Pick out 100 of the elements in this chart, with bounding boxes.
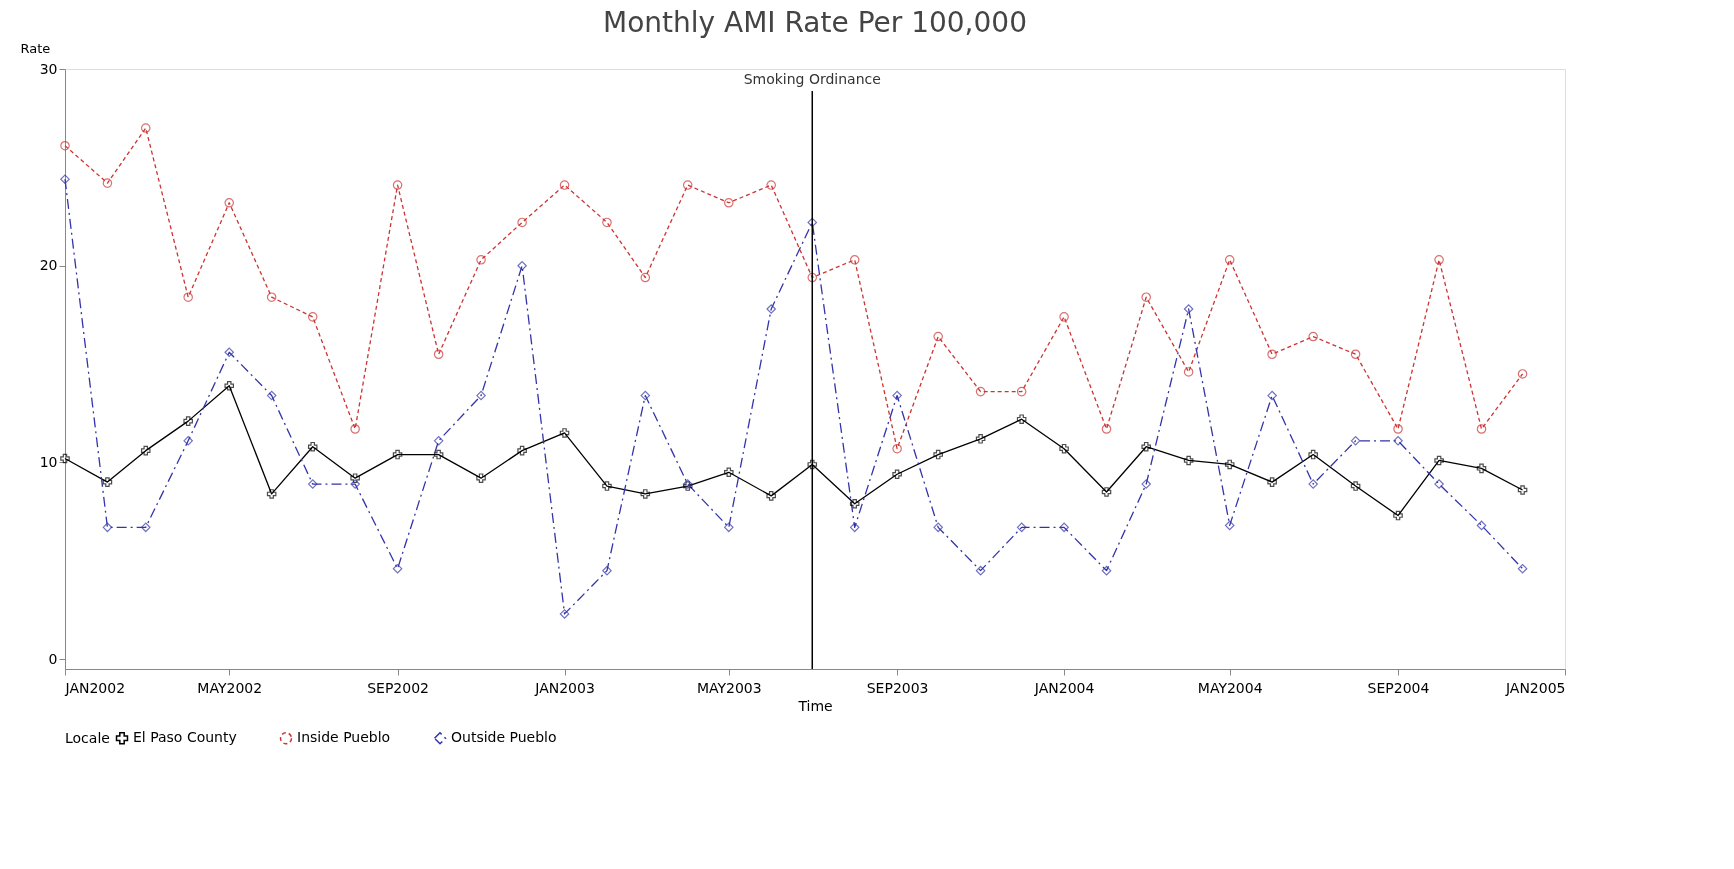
point: [433, 449, 444, 460]
point: [266, 390, 277, 401]
point: [1434, 479, 1444, 489]
point: [1308, 479, 1318, 489]
x-tick-label: MAY2003: [696, 679, 762, 696]
point: [224, 198, 235, 208]
x-tick-label: SEP2002: [367, 679, 429, 696]
point: [102, 178, 113, 188]
point: [1224, 459, 1235, 470]
point: [975, 565, 986, 576]
legend-label: El Paso County: [133, 729, 237, 746]
point: [559, 180, 570, 190]
x-axis-title: Time: [797, 697, 833, 714]
point: [1059, 522, 1069, 533]
point: [224, 380, 235, 391]
point: [723, 522, 734, 533]
point: [392, 180, 403, 190]
y-axis-title: Rate: [20, 40, 51, 56]
point: [1308, 331, 1318, 342]
point: [933, 449, 943, 460]
point: [60, 174, 70, 184]
point: [559, 428, 570, 438]
point: [102, 522, 113, 533]
point: [517, 260, 527, 271]
point: [1101, 487, 1112, 497]
point: [433, 436, 444, 446]
point: [60, 140, 70, 151]
point: [766, 491, 776, 501]
point: [1183, 455, 1194, 466]
point: [392, 449, 403, 460]
point: [1350, 481, 1361, 491]
point: [1476, 424, 1487, 434]
point: [1059, 443, 1069, 454]
point: [476, 473, 486, 483]
point: [682, 180, 693, 190]
point: [307, 479, 318, 489]
point: [1517, 563, 1528, 574]
point: [1267, 390, 1277, 401]
x-tick-label: SEP2003: [866, 679, 929, 696]
point: [307, 441, 318, 452]
point: [1059, 312, 1069, 322]
legend-label: Outside Pueblo: [451, 729, 557, 746]
x-tick-label: SEP2004: [1367, 679, 1430, 696]
point: [1267, 349, 1277, 360]
point: [723, 467, 734, 478]
y-tick-label: 30: [39, 60, 58, 77]
point: [266, 489, 277, 499]
point: [433, 349, 444, 360]
point: [350, 424, 360, 434]
point: [1101, 424, 1112, 434]
point: [640, 390, 651, 401]
point: [350, 479, 360, 489]
point: [1141, 479, 1151, 489]
point: [1267, 477, 1277, 487]
y-tick-label: 20: [39, 257, 58, 274]
point: [640, 272, 651, 283]
point: [102, 477, 113, 487]
point: [1434, 455, 1444, 466]
x-tick-label: MAY2004: [1197, 679, 1263, 696]
point: [849, 498, 860, 509]
point: [1101, 565, 1112, 576]
point: [1183, 367, 1194, 377]
point: [183, 292, 193, 302]
chart-title: Monthly AMI Rate Per 100,000: [603, 6, 1027, 39]
point: [1393, 424, 1403, 434]
point: [892, 390, 902, 401]
point: [640, 489, 651, 499]
point: [807, 459, 818, 470]
point: [1308, 449, 1318, 460]
point: [140, 123, 151, 133]
ref-line-label: Smoking Ordinance: [743, 71, 881, 87]
legend-label: Inside Pueblo: [297, 729, 391, 746]
point: [1434, 255, 1444, 265]
x-tick-label: JAN2005: [1504, 679, 1566, 696]
point: [1393, 510, 1403, 521]
point: [1393, 436, 1403, 446]
point: [892, 469, 902, 480]
x-tick-label: JAN2004: [1033, 679, 1095, 696]
point: [266, 292, 277, 302]
y-tick-label: 0: [48, 650, 58, 667]
point: [392, 563, 403, 574]
point: [849, 522, 860, 533]
point: [1350, 436, 1361, 446]
point: [517, 217, 527, 228]
point: [183, 416, 193, 426]
point: [476, 255, 486, 265]
point: [892, 443, 902, 454]
point: [933, 522, 943, 533]
point: [975, 386, 986, 397]
point: [307, 312, 318, 322]
point: [1016, 386, 1027, 397]
point: [602, 217, 612, 228]
point: [559, 609, 570, 619]
point: [1476, 463, 1487, 474]
point: [1183, 304, 1194, 314]
point: [1476, 520, 1487, 531]
point: [1350, 349, 1361, 360]
point: [766, 304, 776, 314]
point: [517, 445, 527, 456]
y-tick-label: 10: [39, 453, 58, 470]
